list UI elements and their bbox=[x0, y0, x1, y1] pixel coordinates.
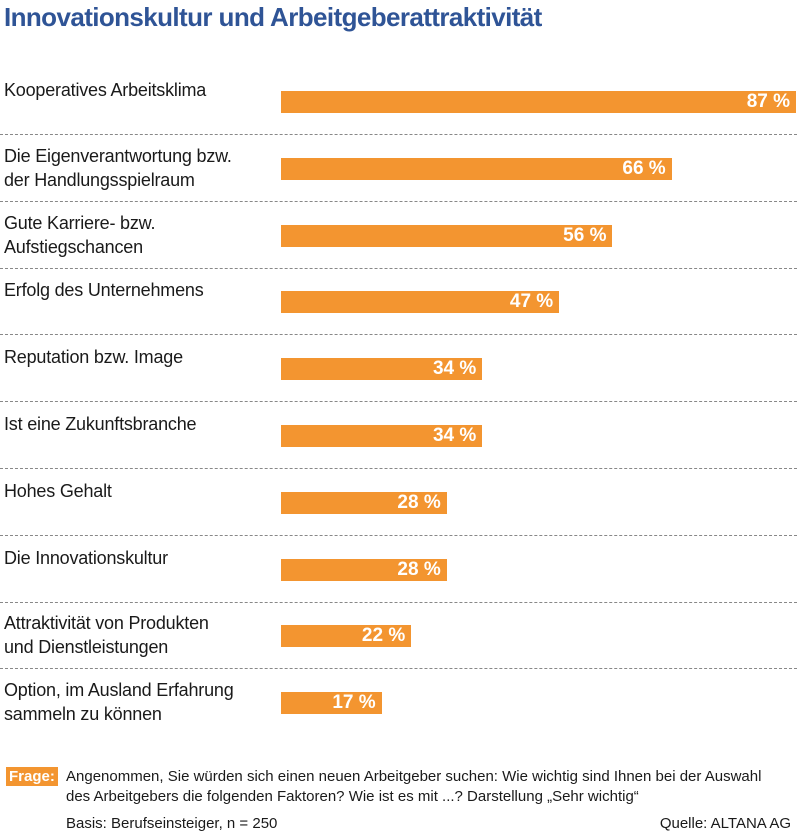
row-divider bbox=[0, 200, 797, 202]
value-label: 22 % bbox=[361, 625, 406, 647]
row-divider bbox=[0, 401, 797, 403]
category-label: Gute Karriere- bzw. Aufstiegschancen bbox=[4, 212, 156, 257]
category-label: Hohes Gehalt bbox=[4, 480, 112, 501]
value-label: 66 % bbox=[622, 157, 666, 179]
bar: 66 % bbox=[281, 157, 672, 180]
bar: 56 % bbox=[281, 224, 613, 247]
category-label: Erfolg des Unternehmens bbox=[4, 280, 204, 301]
row-divider bbox=[0, 668, 797, 670]
source-note: Quelle: ALTANA AG bbox=[659, 815, 791, 832]
bar: 28 % bbox=[281, 491, 447, 514]
bar: 28 % bbox=[281, 558, 447, 581]
value-label: 87 % bbox=[746, 91, 790, 112]
row-divider bbox=[0, 534, 797, 536]
question-text: Angenommen, Sie würden sich einen neuen … bbox=[66, 768, 762, 805]
category-label: Kooperatives Arbeitsklima bbox=[4, 80, 207, 100]
frage-badge: Frage: bbox=[6, 767, 58, 786]
bar-row: Reputation bzw. Image 34 % bbox=[0, 336, 797, 403]
basis-note: Basis: Berufseinsteiger, n = 250 bbox=[66, 815, 278, 832]
bar-row: Ist eine Zukunftsbranche 34 % bbox=[0, 403, 797, 470]
bar-row: Gute Karriere- bzw. Aufstiegschancen 56 % bbox=[0, 203, 797, 270]
category-label: Die Eigenverantwortung bzw. der Handlung… bbox=[4, 145, 232, 190]
bar-row: Hohes Gehalt 28 % bbox=[0, 470, 797, 537]
value-label: 34 % bbox=[432, 358, 477, 380]
chart-title: Innovationskultur und Arbeitgeberattrakt… bbox=[4, 2, 542, 32]
bar: 34 % bbox=[281, 425, 483, 447]
category-label: Attraktivität von Produkten und Dienstle… bbox=[4, 613, 209, 658]
row-divider bbox=[0, 334, 797, 336]
bar: 34 % bbox=[281, 358, 483, 381]
bar: 47 % bbox=[281, 291, 560, 314]
bar: 22 % bbox=[281, 625, 412, 648]
row-divider bbox=[0, 601, 797, 603]
category-label: Option, im Ausland Erfahrung sammeln zu … bbox=[4, 680, 234, 725]
value-label: 28 % bbox=[397, 558, 441, 580]
bar-row: Kooperatives Arbeitsklima 87 % bbox=[0, 69, 797, 136]
value-label: 17 % bbox=[332, 692, 376, 714]
value-label: 34 % bbox=[432, 425, 477, 446]
bar-row: Die Eigenverantwortung bzw. der Handlung… bbox=[0, 136, 797, 203]
bar-row: Option, im Ausland Erfahrung sammeln zu … bbox=[0, 670, 797, 737]
bar: 87 % bbox=[281, 91, 796, 113]
row-divider bbox=[0, 468, 797, 469]
row-divider bbox=[0, 134, 797, 135]
category-label: Reputation bzw. Image bbox=[4, 347, 183, 368]
bar-row: Attraktivität von Produkten und Dienstle… bbox=[0, 603, 797, 670]
category-label: Die Innovationskultur bbox=[4, 547, 168, 568]
bar-row: Die Innovationskultur 28 % bbox=[0, 537, 797, 604]
category-label: Ist eine Zukunftsbranche bbox=[4, 414, 197, 434]
bar: 17 % bbox=[281, 692, 382, 715]
value-label: 56 % bbox=[563, 224, 607, 246]
value-label: 28 % bbox=[397, 491, 441, 513]
row-divider bbox=[0, 267, 797, 269]
bar-row: Erfolg des Unternehmens 47 % bbox=[0, 269, 797, 336]
value-label: 47 % bbox=[509, 291, 554, 313]
